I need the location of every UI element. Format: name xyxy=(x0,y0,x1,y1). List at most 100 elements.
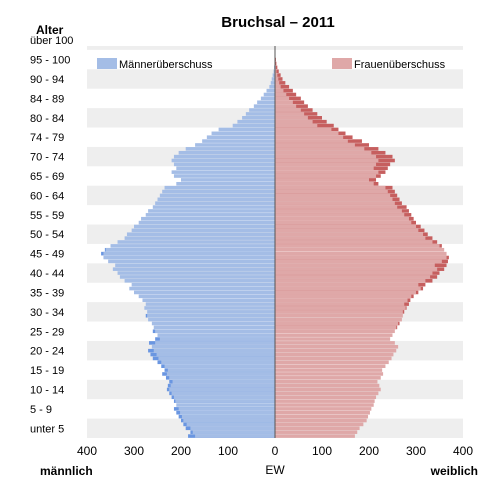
female-bar-age-9 xyxy=(275,399,375,403)
age-label-6: 30 - 34 xyxy=(30,307,64,319)
female-bar-age-92 xyxy=(275,77,283,81)
female-bar-age-10 xyxy=(275,395,377,400)
female-bar-age-6 xyxy=(275,410,370,415)
male-bar-age-45 xyxy=(108,259,276,264)
age-label-15: 74 - 79 xyxy=(30,132,64,144)
female-base-age-87 xyxy=(275,96,290,101)
female-bar-age-18 xyxy=(275,364,386,368)
age-label-10: 50 - 54 xyxy=(30,229,64,241)
male-bar-age-73 xyxy=(178,150,275,155)
male-bar-age-36 xyxy=(138,294,275,299)
female-bar-age-3 xyxy=(275,422,364,427)
male-base-age-3 xyxy=(186,422,275,427)
chart-title: Bruchsal – 2011 xyxy=(221,14,334,31)
age-label-2: 10 - 14 xyxy=(30,384,64,396)
female-base-age-60 xyxy=(275,201,395,205)
male-bar-age-91 xyxy=(270,81,275,85)
female-base-age-41 xyxy=(275,275,431,279)
female-base-age-90 xyxy=(275,84,281,89)
male-base-age-13 xyxy=(170,383,275,388)
female-base-age-56 xyxy=(275,216,409,221)
female-base-age-69 xyxy=(275,166,374,171)
female-base-age-70 xyxy=(275,162,377,167)
legend-female-label: Frauenüberschuss xyxy=(354,59,446,71)
age-label-12: 60 - 64 xyxy=(30,190,64,202)
female-bar-age-91 xyxy=(275,81,286,85)
female-base-age-39 xyxy=(275,282,419,287)
female-base-age-74 xyxy=(275,147,365,151)
male-base-age-0 xyxy=(195,434,275,438)
x-axis-title: EW xyxy=(265,463,285,477)
female-bar-age-5 xyxy=(275,414,369,419)
male-base-age-21 xyxy=(156,352,275,357)
male-bar-age-63 xyxy=(162,189,275,194)
female-base-age-68 xyxy=(275,170,379,174)
male-base-age-5 xyxy=(181,414,275,419)
female-base-age-64 xyxy=(275,185,386,190)
male-bar-age-65 xyxy=(176,181,275,186)
female-base-age-52 xyxy=(275,232,424,237)
male-bar-age-83 xyxy=(245,112,275,116)
male-base-age-6 xyxy=(180,410,275,415)
legend-male-label: Männerüberschuss xyxy=(119,59,213,71)
male-base-age-19 xyxy=(161,360,275,365)
female-base-age-83 xyxy=(275,112,305,116)
y-axis-title: Alter xyxy=(36,23,64,37)
male-side-label: männlich xyxy=(40,464,93,478)
male-bar-age-67 xyxy=(173,174,275,178)
female-bar-age-48 xyxy=(275,247,445,252)
female-base-age-63 xyxy=(275,189,388,194)
age-label-17: 84 - 89 xyxy=(30,93,64,105)
female-base-age-85 xyxy=(275,104,297,108)
male-bar-age-89 xyxy=(266,88,275,93)
female-bar-age-14 xyxy=(275,379,378,384)
male-bar-age-93 xyxy=(272,73,275,77)
female-bar-age-8 xyxy=(275,403,374,407)
male-bar-age-64 xyxy=(164,185,275,190)
age-label-18: 90 - 94 xyxy=(30,74,64,86)
male-base-age-17 xyxy=(167,368,275,372)
male-bar-age-53 xyxy=(131,228,275,233)
female-bar-age-11 xyxy=(275,391,379,396)
male-bar-age-62 xyxy=(159,193,275,198)
age-label-19: 95 - 100 xyxy=(30,55,70,67)
female-base-age-86 xyxy=(275,100,293,105)
male-bar-age-68 xyxy=(171,170,275,174)
x-tick-7: 300 xyxy=(406,444,426,458)
female-base-age-43 xyxy=(275,267,438,271)
male-bar-age-32 xyxy=(147,310,275,314)
female-base-age-66 xyxy=(275,178,369,182)
female-base-age-77 xyxy=(275,135,344,139)
female-base-age-84 xyxy=(275,108,301,112)
female-bar-age-94 xyxy=(275,69,279,74)
female-base-age-79 xyxy=(275,127,332,132)
male-bar-age-86 xyxy=(257,100,275,105)
male-bar-age-60 xyxy=(155,201,275,205)
female-bar-age-13 xyxy=(275,383,380,388)
male-bar-age-40 xyxy=(124,279,275,283)
female-base-age-55 xyxy=(275,220,412,225)
female-base-age-58 xyxy=(275,209,402,213)
male-bar-age-66 xyxy=(181,178,275,182)
male-bar-age-75 xyxy=(195,143,275,147)
female-base-age-42 xyxy=(275,271,433,275)
female-bar-age-16 xyxy=(275,372,384,376)
female-base-age-38 xyxy=(275,286,421,291)
male-bar-age-55 xyxy=(138,220,275,225)
female-base-age-93 xyxy=(275,73,278,77)
female-bar-age-4 xyxy=(275,418,367,423)
male-base-age-11 xyxy=(171,391,275,396)
age-label-0: unter 5 xyxy=(30,423,64,435)
legend-male-swatch xyxy=(97,58,117,69)
female-bar-age-20 xyxy=(275,356,392,361)
male-bar-age-78 xyxy=(211,131,275,136)
male-bar-age-59 xyxy=(152,205,275,209)
male-bar-age-94 xyxy=(273,69,275,74)
male-bar-age-85 xyxy=(253,104,275,108)
female-base-age-82 xyxy=(275,116,308,120)
male-base-age-1 xyxy=(192,430,275,434)
male-base-age-10 xyxy=(173,395,275,400)
male-bar-age-28 xyxy=(153,325,275,330)
female-base-age-71 xyxy=(275,158,379,163)
female-base-age-33 xyxy=(275,306,406,310)
